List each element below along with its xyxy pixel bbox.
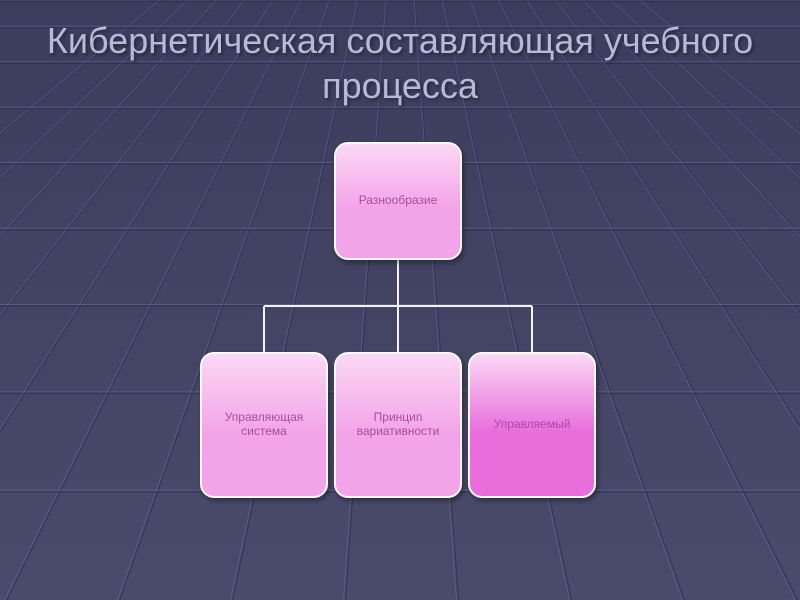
node-top-label: Разнообразие — [359, 194, 438, 208]
node-top: Разнообразие — [334, 142, 462, 260]
node-middle-label: Принцип вариативности — [342, 411, 454, 439]
slide-title: Кибернетическая составляющая учебного пр… — [0, 18, 800, 108]
node-left-label: Управляющая система — [208, 411, 320, 439]
node-right: Управляемый — [468, 352, 596, 498]
node-right-label: Управляемый — [494, 418, 571, 432]
node-left: Управляющая система — [200, 352, 328, 498]
node-middle: Принцип вариативности — [334, 352, 462, 498]
